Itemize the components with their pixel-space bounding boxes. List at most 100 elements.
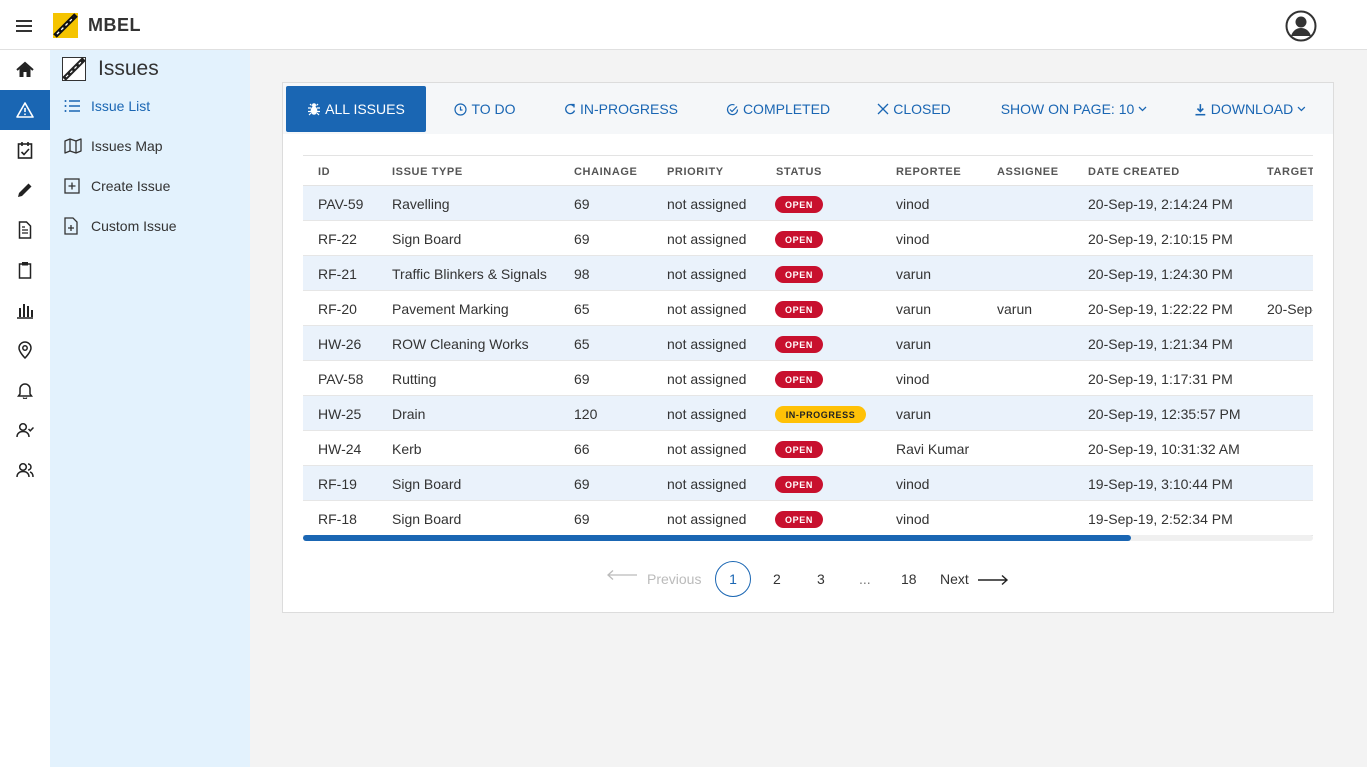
user-check-icon[interactable]	[0, 410, 50, 450]
table-row[interactable]: RF-18 Sign Board 69 not assigned vinod 19-Sep…	[303, 501, 1313, 536]
cell-id[interactable]: RF-22	[318, 231, 357, 247]
hamburger-menu-icon[interactable]	[14, 16, 34, 36]
chevron-down-icon	[1138, 106, 1147, 112]
page-button[interactable]: 18	[901, 571, 917, 587]
document-icon[interactable]	[0, 210, 50, 250]
column-header-target[interactable]: TARGET	[1267, 166, 1313, 178]
table-row[interactable]: RF-19 Sign Board 69 not assigned vinod 19-Sep…	[303, 466, 1313, 501]
tab-to-do[interactable]: TO DO	[443, 86, 527, 132]
users-icon[interactable]	[0, 450, 50, 490]
cell-id[interactable]: RF-19	[318, 476, 357, 492]
chevron-down-icon	[1297, 106, 1306, 112]
table-row[interactable]: HW-25 Drain 120 not assigned varun 20-Sep-19,…	[303, 396, 1313, 431]
cell-reportee: vinod	[896, 511, 930, 527]
table-row[interactable]: RF-20 Pavement Marking 65 not assigned varun…	[303, 291, 1313, 326]
tab-completed[interactable]: COMPLETED	[723, 86, 833, 132]
map-icon	[64, 138, 84, 154]
cell-id[interactable]: HW-25	[318, 406, 362, 422]
column-header-reportee[interactable]: REPORTEE	[896, 166, 962, 178]
status-badge: IN-PROGRESS	[775, 406, 866, 423]
subnav-item-issue-list[interactable]: Issue List	[64, 96, 150, 116]
cell-issue-type: Kerb	[392, 441, 422, 457]
tab-label: ALL ISSUES	[325, 101, 405, 117]
next-button[interactable]: Next	[940, 571, 969, 587]
table-row[interactable]: HW-26 ROW Cleaning Works 65 not assigned var…	[303, 326, 1313, 361]
previous-arrow-icon[interactable]	[606, 569, 638, 581]
cell-reportee: Ravi Kumar	[896, 441, 970, 457]
cell-date-created: 20-Sep-19, 1:21:34 PM	[1088, 336, 1233, 352]
cell-id[interactable]: HW-26	[318, 336, 362, 352]
subnav-item-issues-map[interactable]: Issues Map	[64, 136, 163, 156]
location-pin-icon[interactable]	[0, 330, 50, 370]
show-on-page-dropdown[interactable]: SHOW ON PAGE: 10	[1000, 86, 1148, 132]
subnav-title: Issues	[98, 57, 159, 80]
clipboard-icon[interactable]	[0, 250, 50, 290]
cell-chainage: 69	[574, 371, 590, 387]
status-badge: OPEN	[775, 196, 823, 213]
tab-closed[interactable]: CLOSED	[873, 86, 955, 132]
cell-issue-type: Sign Board	[392, 511, 462, 527]
column-header-status[interactable]: STATUS	[776, 166, 822, 178]
cell-id[interactable]: HW-24	[318, 441, 362, 457]
bell-icon[interactable]	[0, 370, 50, 410]
download-dropdown[interactable]: DOWNLOAD	[1194, 86, 1306, 132]
table-row[interactable]: HW-24 Kerb 66 not assigned Ravi Kumar 20-Sep-…	[303, 431, 1313, 466]
column-header-id[interactable]: ID	[318, 166, 331, 178]
cell-priority: not assigned	[667, 301, 747, 317]
scrollbar-thumb[interactable]	[303, 535, 1132, 541]
issues-logo-icon	[62, 57, 86, 81]
previous-button[interactable]: Previous	[647, 571, 702, 587]
home-icon[interactable]	[0, 50, 50, 90]
cell-chainage: 66	[574, 441, 590, 457]
cell-id[interactable]: PAV-58	[318, 371, 364, 387]
cell-chainage: 69	[574, 231, 590, 247]
cell-id[interactable]: RF-20	[318, 301, 357, 317]
column-header-issue-type[interactable]: ISSUE TYPE	[392, 166, 463, 178]
horizontal-scrollbar[interactable]	[303, 535, 1313, 541]
column-header-date-created[interactable]: DATE CREATED	[1088, 166, 1180, 178]
cell-priority: not assigned	[667, 336, 747, 352]
column-header-priority[interactable]: PRIORITY	[667, 166, 724, 178]
table-row[interactable]: RF-21 Traffic Blinkers & Signals 98 not ass…	[303, 256, 1313, 291]
page-ellipsis: ...	[859, 571, 871, 587]
cell-id[interactable]: PAV-59	[318, 196, 364, 212]
checklist-icon[interactable]	[0, 130, 50, 170]
tab-label: CLOSED	[893, 101, 951, 117]
status-badge: OPEN	[775, 511, 823, 528]
table-row[interactable]: PAV-59 Ravelling 69 not assigned vinod 20-Sep…	[303, 186, 1313, 221]
cell-id[interactable]: RF-18	[318, 511, 357, 527]
bug-icon	[308, 103, 321, 116]
table-row[interactable]: PAV-58 Rutting 69 not assigned vinod 20-Sep-1…	[303, 361, 1313, 396]
tab-all-issues[interactable]: ALL ISSUES	[286, 86, 426, 132]
cell-chainage: 69	[574, 476, 590, 492]
pencil-icon[interactable]	[0, 170, 50, 210]
warning-icon[interactable]	[0, 90, 50, 130]
cell-reportee: vinod	[896, 476, 930, 492]
plus-square-icon	[64, 178, 84, 194]
next-arrow-icon[interactable]	[977, 574, 1009, 586]
issues-subnav: Issues Issue List Issues Map Create Issu…	[50, 50, 250, 767]
bar-chart-icon[interactable]	[0, 290, 50, 330]
icon-rail	[0, 50, 50, 767]
column-header-chainage[interactable]: CHAINAGE	[574, 166, 638, 178]
check-circle-icon	[726, 103, 739, 115]
table-header: ID ISSUE TYPE CHAINAGE PRIORITY STATUS R…	[303, 155, 1313, 186]
cell-assignee: varun	[997, 301, 1033, 317]
user-avatar-icon[interactable]	[1285, 10, 1317, 42]
page-button-current[interactable]: 1	[715, 561, 751, 597]
refresh-icon	[565, 103, 576, 114]
cell-reportee: vinod	[896, 196, 930, 212]
page-button[interactable]: 2	[773, 571, 781, 587]
subnav-item-label: Create Issue	[91, 178, 171, 194]
cell-date-created: 19-Sep-19, 3:10:44 PM	[1088, 476, 1233, 492]
tab-label: COMPLETED	[742, 101, 831, 117]
page-button[interactable]: 3	[817, 571, 825, 587]
subnav-item-custom-issue[interactable]: Custom Issue	[64, 216, 177, 236]
table-row[interactable]: RF-22 Sign Board 69 not assigned vinod 20-Sep…	[303, 221, 1313, 256]
cell-reportee: vinod	[896, 371, 930, 387]
tab-in-progress[interactable]: IN-PROGRESS	[561, 86, 681, 132]
subnav-item-create-issue[interactable]: Create Issue	[64, 176, 170, 196]
cell-id[interactable]: RF-21	[318, 266, 357, 282]
cell-issue-type: Pavement Marking	[392, 301, 509, 317]
column-header-assignee[interactable]: ASSIGNEE	[997, 166, 1059, 178]
